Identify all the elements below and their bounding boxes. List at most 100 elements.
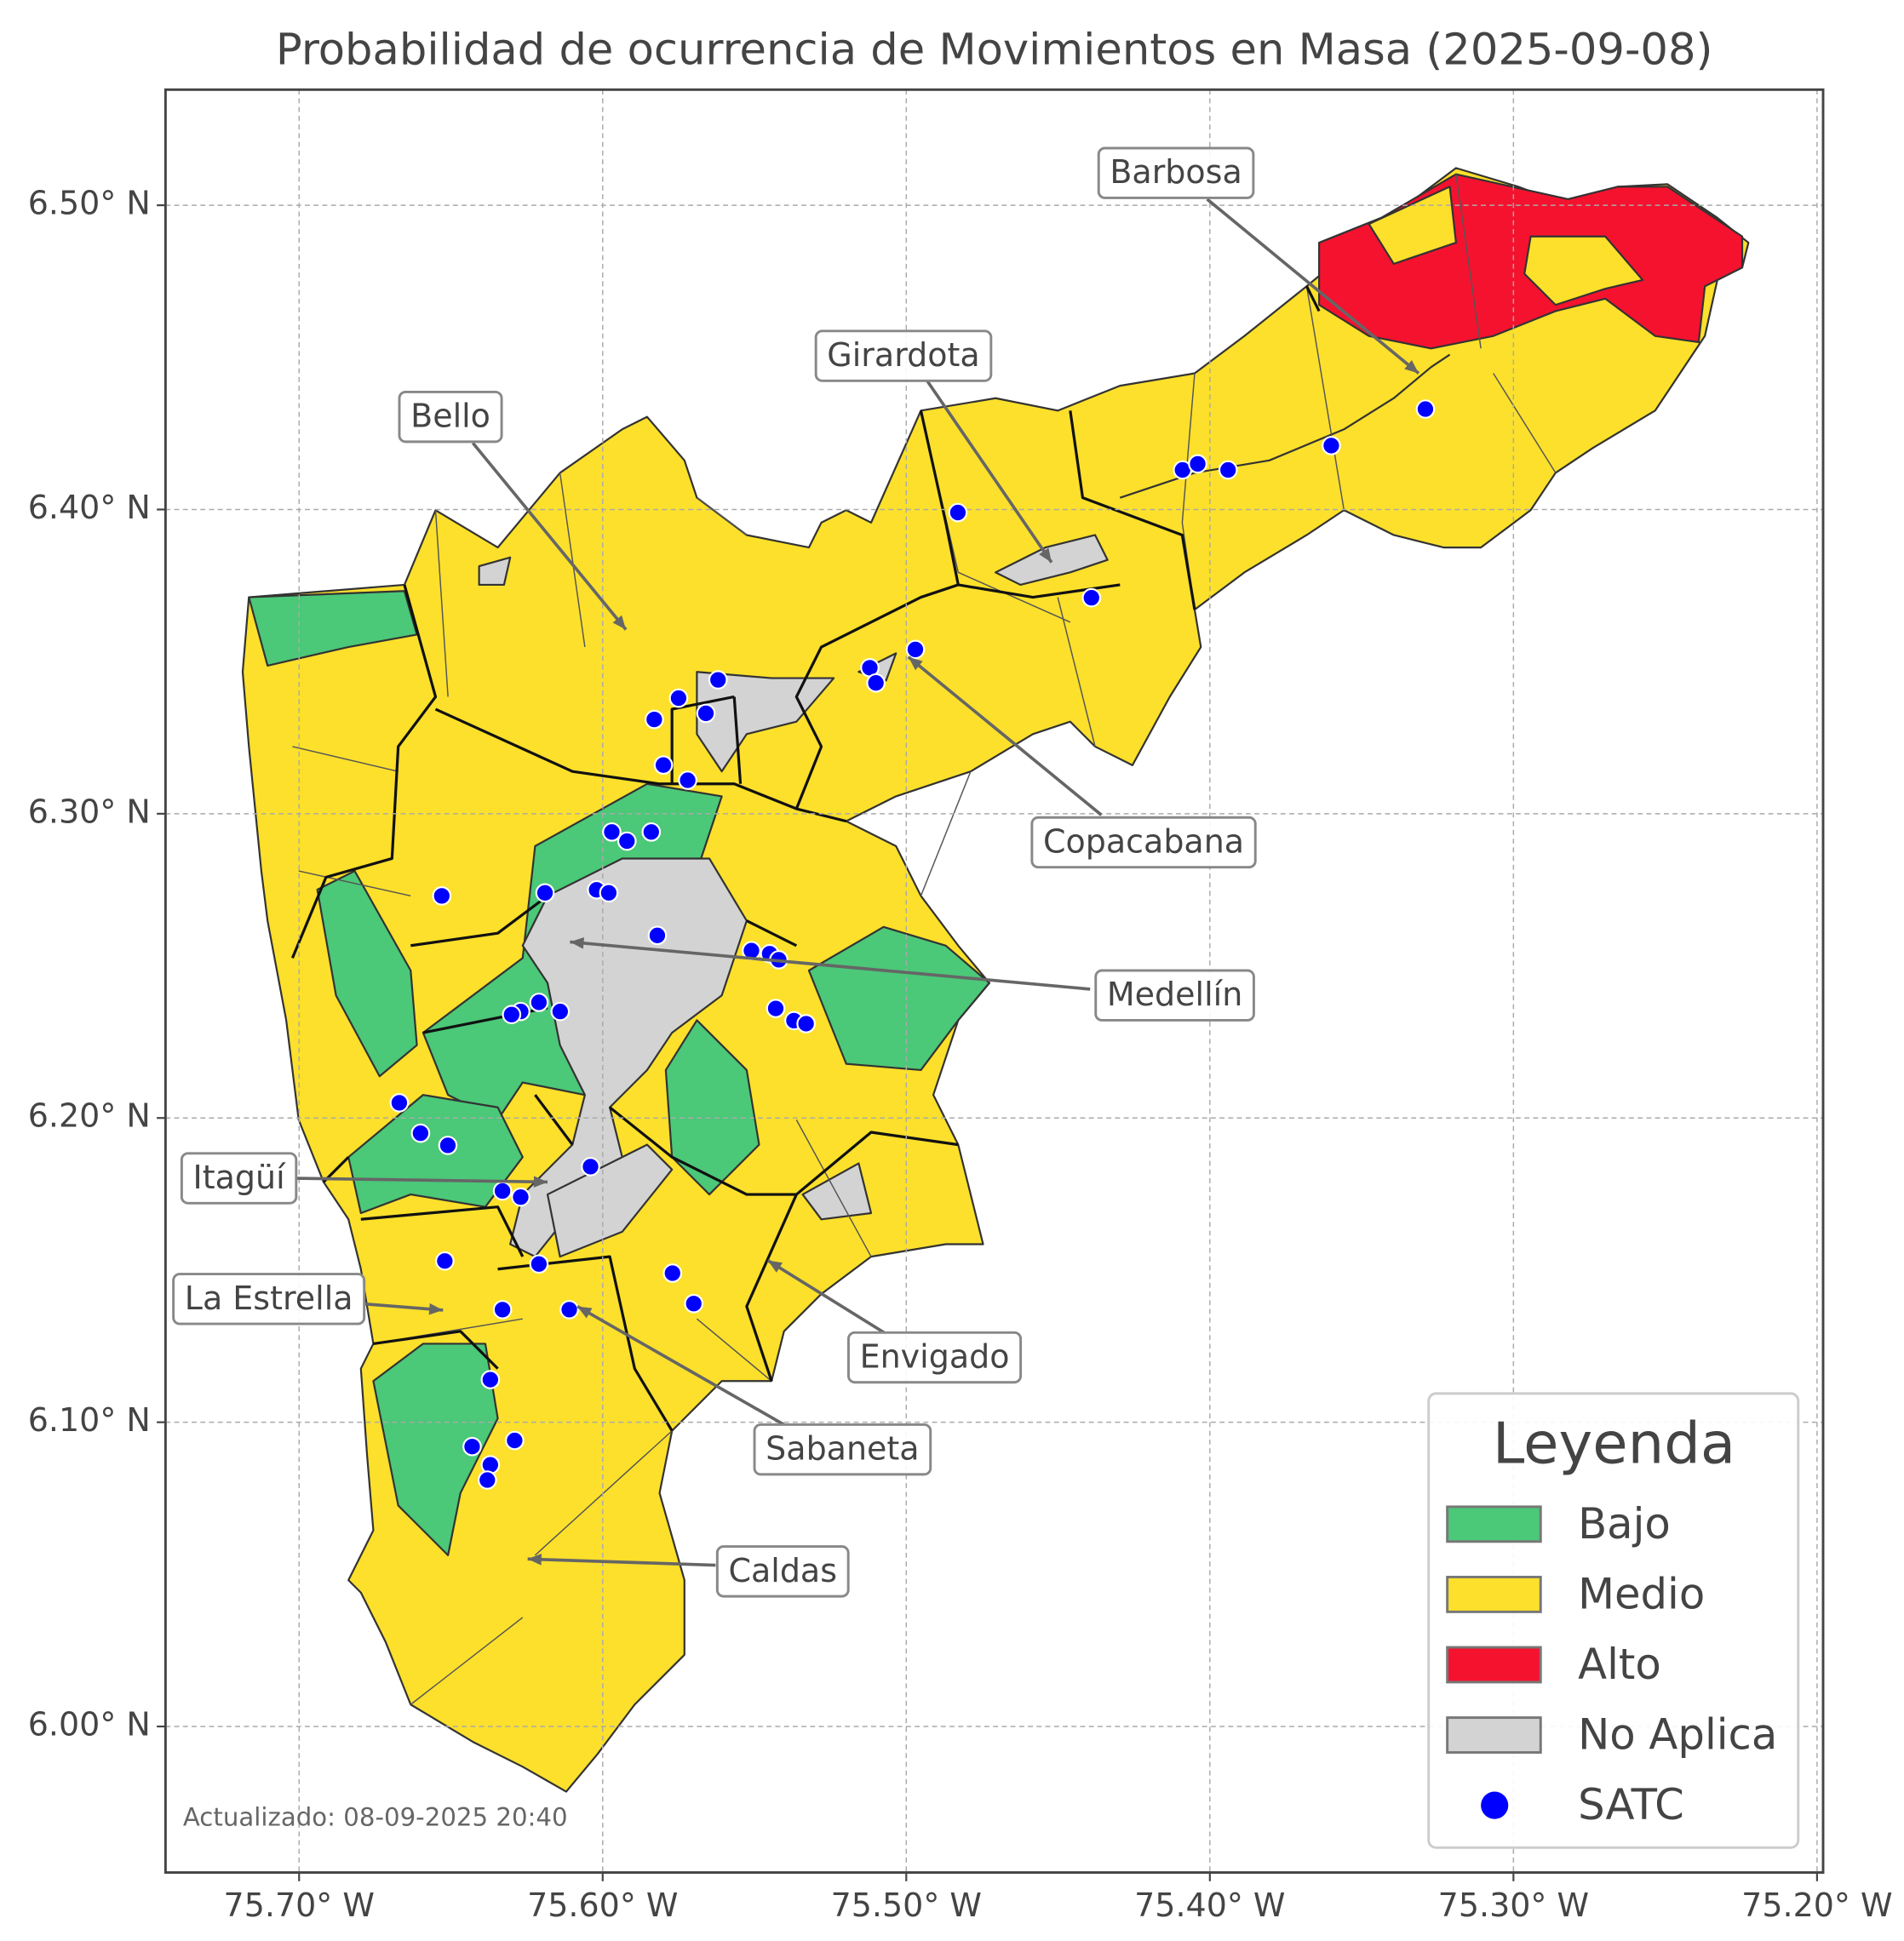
annotation-box — [398, 390, 503, 444]
annotation-arrow — [295, 1177, 548, 1184]
satc-point — [492, 1181, 513, 1201]
legend-title: Leyenda — [1493, 1410, 1735, 1476]
zone-medio — [1368, 186, 1457, 265]
satc-point — [647, 925, 668, 946]
annotation-arrowhead — [1039, 547, 1052, 563]
zone-bajo — [807, 925, 990, 1072]
annotation-box — [1094, 969, 1255, 1022]
annotation-arrow — [926, 380, 1053, 564]
satc-point — [905, 639, 926, 660]
legend-label: SATC — [1578, 1780, 1684, 1829]
satc-point — [1322, 436, 1341, 455]
legend-marker — [1481, 1791, 1509, 1819]
annotation-label: Sabaneta — [766, 1430, 919, 1468]
zone-no-aplica — [478, 556, 512, 587]
satc-point — [435, 1251, 455, 1271]
y-tick-label: 6.30° N — [28, 793, 151, 830]
annotation-label: Bello — [410, 398, 490, 435]
annotation-box — [846, 1331, 1023, 1384]
legend-swatch — [1446, 1575, 1542, 1613]
satc-point — [641, 822, 662, 842]
annotation-box — [1097, 146, 1255, 199]
x-tick-label: 75.50° W — [831, 1887, 982, 1924]
annotations: Barbosa Girardota Bello Copacabana Medellín I… — [172, 146, 1420, 1598]
satc-point — [1218, 460, 1238, 480]
x-tick-label: 75.40° W — [1134, 1887, 1285, 1924]
annotation-box — [814, 329, 993, 382]
y-tick-label: 6.40° N — [28, 489, 151, 526]
annotation-label: Girardota — [827, 336, 979, 374]
x-tick-label: 75.20° W — [1741, 1887, 1892, 1924]
zone-no-aplica — [546, 1143, 674, 1258]
annotation-arrowhead — [767, 1260, 783, 1273]
annotation-arrowhead — [533, 1176, 548, 1188]
satc-point — [410, 1123, 431, 1143]
satc-point — [766, 999, 786, 1018]
annotation-box — [715, 1545, 850, 1598]
satc-point — [602, 822, 622, 842]
annotation-arrowhead — [1404, 359, 1419, 374]
zone-bajo — [664, 1019, 760, 1196]
subdivisions — [292, 174, 1557, 1705]
axes-frame — [163, 88, 1825, 1875]
annotation-arrow — [907, 656, 1103, 816]
footnote: Actualizado: 08-09-2025 20:40 — [183, 1803, 568, 1832]
annotation-box — [1030, 816, 1257, 869]
satc-point — [948, 502, 968, 523]
satc-point — [708, 670, 728, 690]
annotation-label: Barbosa — [1110, 153, 1242, 191]
satc-point — [505, 1430, 525, 1451]
y-tick-label: 6.50° N — [28, 185, 151, 222]
annotation-arrow — [1206, 198, 1420, 375]
legend: Leyenda Bajo Medio Alto No Aplica SATC — [1427, 1392, 1800, 1849]
annotation-box — [172, 1273, 366, 1325]
satc-point — [502, 1005, 522, 1025]
satc-point — [529, 1254, 549, 1274]
annotation-box — [753, 1423, 932, 1476]
legend-label: No Aplica — [1578, 1709, 1777, 1759]
annotation-arrowhead — [570, 937, 585, 949]
legend-label: Medio — [1578, 1569, 1705, 1618]
zone-no-aplica — [801, 1162, 873, 1221]
satc-point — [662, 1263, 683, 1283]
annotation-label: Copacabana — [1043, 822, 1244, 860]
x-tick-label: 75.70° W — [224, 1887, 375, 1924]
annotation-arrow — [471, 442, 628, 631]
annotation-label: La Estrella — [185, 1280, 353, 1317]
annotation-label: Medellín — [1107, 976, 1242, 1013]
zone-medio — [1523, 235, 1644, 306]
annotation-box — [180, 1152, 298, 1205]
satc-point — [684, 1293, 704, 1314]
satc-point — [1188, 454, 1207, 474]
legend-swatch — [1446, 1646, 1542, 1684]
satc-point — [550, 1001, 571, 1022]
satc-point — [617, 831, 637, 851]
satc-point — [599, 883, 619, 903]
zone-bajo — [316, 869, 418, 1078]
satc-point — [559, 1300, 579, 1320]
annotation-arrow — [576, 1305, 785, 1427]
map-title: Probabilidad de ocurrencia de Movimiento… — [276, 25, 1713, 75]
satc-point — [653, 755, 674, 776]
satc-point — [432, 886, 452, 906]
zones — [241, 167, 1750, 1793]
annotation-arrowhead — [612, 615, 627, 630]
x-tick-label: 75.60° W — [527, 1887, 678, 1924]
legend-swatch — [1446, 1716, 1542, 1754]
satc-point — [480, 1370, 501, 1389]
satc-point — [668, 688, 689, 708]
y-tick-label: 6.10° N — [28, 1401, 151, 1439]
satc-point — [389, 1093, 410, 1113]
annotation-label: Envigado — [860, 1337, 1010, 1375]
annotation-arrow — [570, 940, 1091, 991]
legend-label: Alto — [1578, 1640, 1661, 1689]
zone-bajo — [248, 590, 418, 667]
satc-point — [645, 709, 664, 730]
x-tick-label: 75.30° W — [1438, 1887, 1589, 1924]
annotation-arrowhead — [908, 656, 923, 671]
y-tick-label: 6.00° N — [28, 1706, 151, 1743]
annotation-arrow — [766, 1258, 887, 1336]
annotation-label: Itagüí — [193, 1159, 287, 1196]
